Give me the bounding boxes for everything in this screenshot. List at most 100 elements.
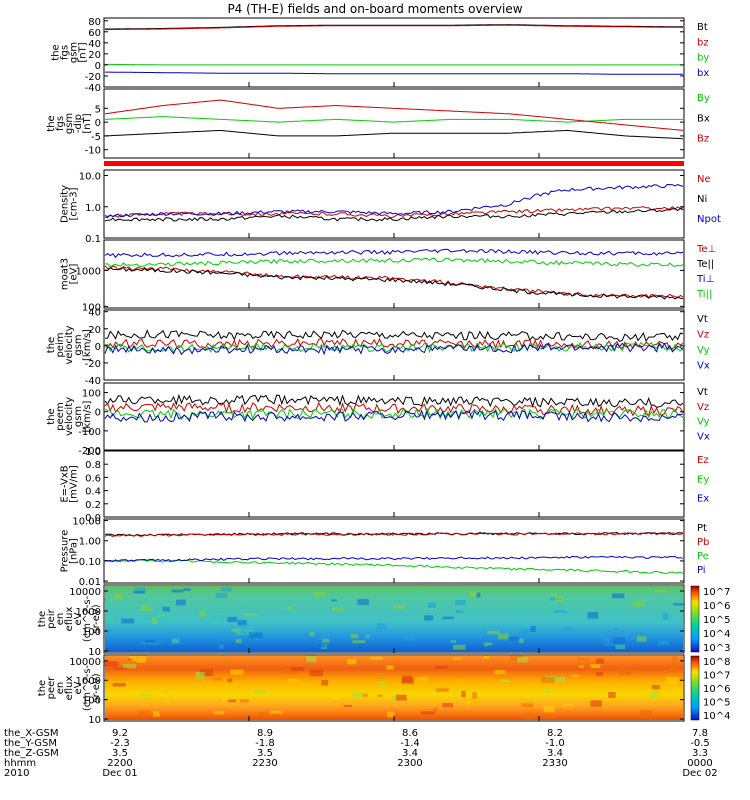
ytick-label: -40 [85, 83, 101, 94]
spectrogram-pixel [139, 693, 153, 697]
spectrogram-pixel [669, 665, 679, 672]
yaxis-label: thefgsgsm-dip[nT] [46, 113, 93, 134]
xaxis-value: 8.6 [402, 728, 418, 739]
spectrogram-pixel [249, 632, 263, 639]
spectrogram-pixel [306, 655, 317, 663]
yaxis-label-line: fgs [60, 45, 71, 60]
spectrogram-pixel [664, 680, 678, 685]
series-line-Vy [104, 407, 684, 420]
ytick-label: 20 [88, 325, 101, 336]
spectrogram-pixel [211, 621, 221, 624]
spectrogram-pixel [564, 626, 573, 630]
spectrogram-pixel [352, 640, 366, 644]
yaxis-label-line: en [55, 682, 66, 695]
colorbar-tick-label: 10^4 [703, 629, 730, 640]
ytick-label: 40 [88, 39, 101, 50]
spectrogram-pixel [563, 702, 574, 707]
ytick-label: 10 [88, 715, 101, 726]
spectrogram-pixel [665, 676, 679, 681]
ytick-label: 0.01 [79, 577, 101, 588]
xaxis-value: 3.5 [257, 748, 273, 759]
yaxis-label: thepeirenefluxeV(cm^2-s-sr-eV) [37, 595, 102, 642]
spectrogram-pixel [153, 711, 160, 717]
spectrogram-pixel [401, 677, 414, 684]
series-line-Bx [104, 129, 684, 140]
legend-Pi: Pi [697, 565, 706, 576]
legend-bz: bz [697, 37, 709, 48]
yaxis-label-line: Density [60, 185, 71, 223]
spectrogram-pixel [457, 679, 463, 682]
spectrogram-pixel [104, 598, 109, 603]
spectrogram-pixel [317, 644, 326, 648]
spectrogram-pixel [242, 628, 255, 632]
yaxis-label-line: [eV] [69, 264, 80, 285]
spectrogram-pixel [162, 606, 170, 612]
spectrogram-pixel [231, 628, 239, 632]
spectrogram-pixel [636, 636, 647, 642]
spectrogram-pixel [552, 676, 566, 682]
spectrogram-image [105, 586, 683, 652]
colorbar-tick-label: 10^5 [703, 698, 730, 709]
yaxis-label-line: the [37, 680, 48, 696]
ytick-label: 1.0 [85, 203, 101, 214]
spectrogram-pixel [106, 618, 115, 622]
ytick-label: 10 [88, 647, 101, 658]
ytick-label: 100 [82, 389, 101, 400]
spectrogram-pixel [343, 705, 352, 708]
spectrogram-pixel [376, 622, 387, 630]
spectrogram-pixel [228, 699, 236, 703]
yaxis-label: thefgsgsm[nT] [51, 42, 89, 63]
spectrogram-pixel [439, 601, 445, 605]
legend-Pe: Pe [697, 551, 709, 562]
spectrogram-pixel [121, 618, 135, 624]
ytick-label: 0 [95, 61, 101, 72]
yaxis-label-line: [nT] [82, 113, 93, 133]
spectrogram-pixel [147, 642, 162, 645]
spectrogram-pixel [452, 657, 462, 660]
spectrogram-pixel [287, 606, 293, 611]
spectrogram-pixel [595, 672, 604, 676]
yaxis-label-line: the [46, 337, 57, 353]
xaxis-value: 8.9 [257, 728, 273, 739]
xaxis-value: 2330 [542, 758, 567, 769]
spectrogram-pixel [487, 630, 500, 635]
xaxis-value: 2300 [397, 758, 422, 769]
spectrogram-pixel [235, 628, 242, 635]
legend-Ey: Ey [697, 474, 709, 485]
series-line-Ne [104, 206, 684, 219]
spectrogram-pixel [377, 681, 386, 685]
xaxis-value: 7.8 [692, 728, 708, 739]
legend-Vt: Vt [697, 314, 708, 325]
spectrogram-pixel [362, 693, 368, 697]
spectrogram-pixel [604, 643, 615, 646]
yaxis-label-line: gsm [69, 42, 80, 63]
spectrogram-pixel [183, 588, 191, 591]
spectrogram-image [105, 656, 683, 720]
spectrogram-pixel [227, 616, 238, 623]
ytick-label: 0 [95, 118, 101, 129]
spectrogram-pixel [450, 640, 456, 644]
spectrogram-pixel [136, 655, 146, 663]
spectrogram-pixel [510, 655, 523, 661]
spectrogram-pixel [626, 668, 633, 674]
yaxis-label-line: [nT] [78, 42, 89, 62]
spectrogram-pixel [122, 663, 137, 669]
spectrogram-pixel [673, 603, 686, 606]
yaxis-label-line: -dip [73, 114, 84, 133]
series-line-Bz [104, 99, 684, 131]
spectrogram-pixel [522, 628, 529, 636]
spectrogram-pixel [215, 592, 227, 599]
spectrogram-pixel [212, 678, 222, 681]
ytick-label: 20 [88, 50, 101, 61]
series-line-Ti⊥ [104, 248, 684, 259]
legend-Pb: Pb [697, 537, 709, 548]
spectrogram-pixel [608, 692, 616, 698]
spectrogram-pixel [433, 707, 438, 712]
spectrogram-pixel [283, 669, 297, 675]
xaxis-value: 9.2 [112, 728, 128, 739]
yaxis-label: Density[cm-3] [60, 185, 80, 223]
spectrogram-pixel [416, 589, 421, 594]
yaxis-label-line: en [55, 613, 66, 626]
spectrogram-pixel [144, 639, 155, 643]
spectrogram-pixel [199, 610, 206, 617]
